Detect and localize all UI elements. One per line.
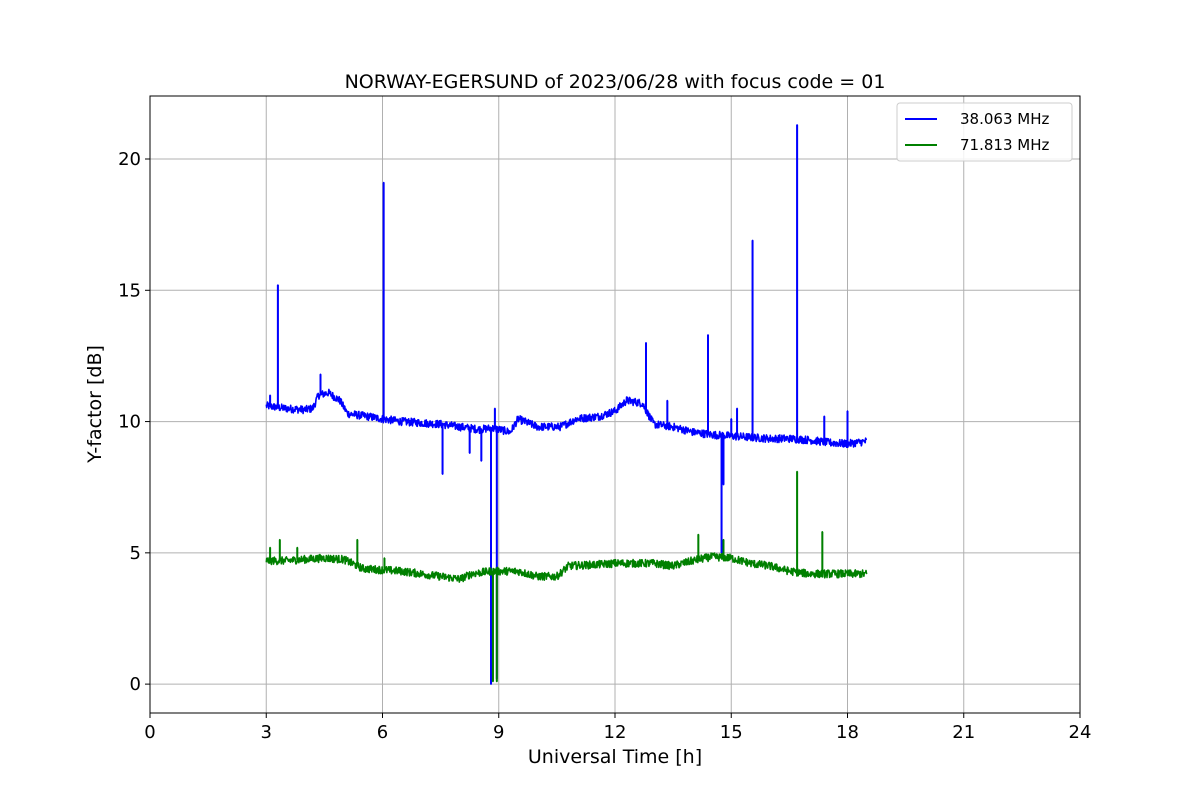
series-line — [265, 470, 868, 683]
y-tick-label: 5 — [130, 543, 141, 564]
x-tick-label: 0 — [144, 722, 155, 743]
x-tick-label: 21 — [952, 722, 975, 743]
y-tick-label: 0 — [130, 674, 141, 695]
series-line — [265, 124, 868, 685]
x-tick-label: 6 — [377, 722, 388, 743]
series-1 — [265, 470, 868, 683]
x-axis-label: Universal Time [h] — [528, 746, 702, 768]
legend: 38.063 MHz 71.813 MHz — [896, 102, 1073, 162]
grid — [149, 96, 1081, 713]
y-axis-label: Y-factor [dB] — [84, 345, 106, 464]
chart-title: NORWAY-EGERSUND of 2023/06/28 with focus… — [345, 71, 886, 93]
series-0 — [265, 124, 868, 685]
x-tick-label: 24 — [1069, 722, 1092, 743]
y-tick-label: 15 — [118, 280, 141, 301]
x-tick-label: 12 — [604, 722, 627, 743]
legend-box — [896, 102, 1073, 162]
series-layer — [265, 124, 868, 685]
x-tick-label: 15 — [720, 722, 743, 743]
y-tick-label: 20 — [118, 149, 141, 170]
x-axis: 0 3 6 9 12 15 18 21 24 — [144, 713, 1091, 743]
legend-label: 38.063 MHz — [960, 110, 1049, 128]
x-tick-label: 9 — [493, 722, 504, 743]
legend-label: 71.813 MHz — [960, 136, 1049, 154]
x-tick-label: 3 — [261, 722, 272, 743]
x-tick-label: 18 — [836, 722, 859, 743]
y-axis: 0 5 10 15 20 — [118, 149, 150, 695]
y-tick-label: 10 — [118, 412, 141, 433]
